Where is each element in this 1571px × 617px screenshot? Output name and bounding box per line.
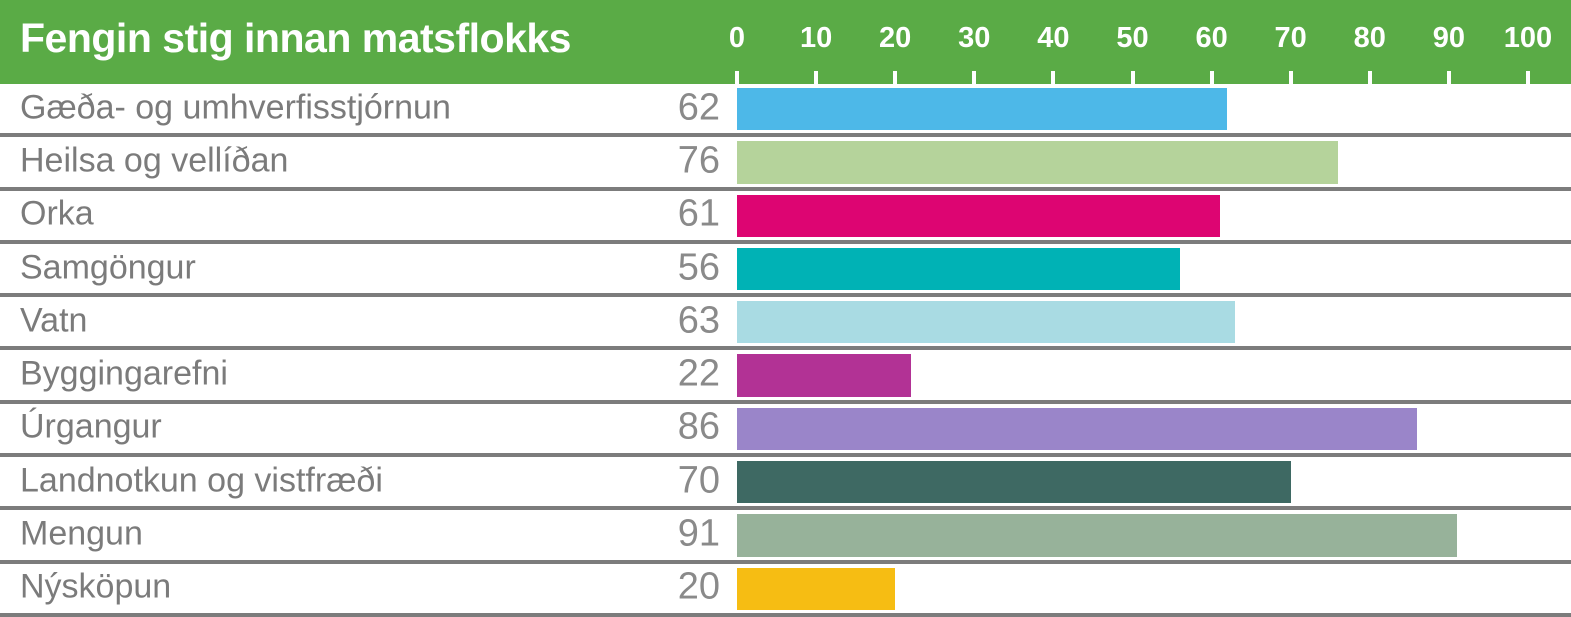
category-row: Landnotkun og vistfræði 70 xyxy=(0,457,1571,511)
category-bar xyxy=(737,407,1418,451)
axis-tick-mark xyxy=(1130,71,1135,84)
axis-tick-label: 90 xyxy=(1432,22,1466,54)
axis-tick-mark xyxy=(972,71,977,84)
axis-tick-mark xyxy=(814,71,819,84)
axis-tick-label: 80 xyxy=(1353,22,1386,54)
category-row: Orka 61 xyxy=(0,190,1571,244)
category-label: Orka xyxy=(20,194,94,233)
axis-tick-label: 70 xyxy=(1274,22,1307,54)
category-row: Byggingarefni 22 xyxy=(0,350,1571,404)
category-row: Úrgangur 86 xyxy=(0,403,1571,458)
axis-tick-mark xyxy=(1209,71,1214,84)
category-row: Heilsa og vellíðan 76 xyxy=(0,137,1571,191)
axis-tick-mark xyxy=(1288,71,1293,84)
category-label: Samgöngur xyxy=(20,248,196,287)
category-value: 61 xyxy=(677,192,720,235)
category-value: 76 xyxy=(677,139,720,182)
category-label: Úrgangur xyxy=(20,408,162,447)
chart-rows: Gæða- og umhverfisstjórnun 62 Heilsa og … xyxy=(0,84,1571,617)
category-value: 20 xyxy=(677,565,720,608)
category-bar xyxy=(737,301,1236,344)
category-bar xyxy=(737,461,1291,504)
category-label: Vatn xyxy=(20,301,88,340)
category-value: 91 xyxy=(677,512,720,555)
axis-tick-label: 20 xyxy=(879,22,912,54)
axis-tick-mark xyxy=(893,71,898,84)
category-bar xyxy=(737,247,1180,291)
axis-tick-label: 60 xyxy=(1195,22,1228,54)
category-label: Mengun xyxy=(20,514,143,553)
category-bar xyxy=(737,354,912,397)
category-value: 62 xyxy=(677,86,720,129)
axis-tick-mark xyxy=(1446,71,1451,84)
chart-title: Fengin stig innan matsflokks xyxy=(20,15,571,62)
category-label: Heilsa og vellíðan xyxy=(20,141,289,180)
category-bar xyxy=(737,194,1220,237)
category-label: Byggingarefni xyxy=(20,354,228,393)
category-value: 56 xyxy=(677,246,720,289)
category-row: Mengun 91 xyxy=(0,510,1571,564)
category-bar xyxy=(737,567,896,610)
axis-tick-label: 30 xyxy=(958,22,991,54)
category-label: Landnotkun og vistfræði xyxy=(20,461,383,500)
category-row: Vatn 63 xyxy=(0,297,1571,351)
axis-tick-mark xyxy=(1367,71,1372,84)
axis-tick-mark xyxy=(1051,71,1056,84)
category-bar xyxy=(737,88,1228,131)
axis-tick-label: 10 xyxy=(799,22,833,54)
category-value: 86 xyxy=(677,406,720,449)
category-value: 22 xyxy=(677,352,720,395)
category-row: Samgöngur 56 xyxy=(0,243,1571,298)
axis-tick-mark xyxy=(735,71,739,84)
axis-tick-label: 40 xyxy=(1037,22,1070,54)
category-bar xyxy=(737,141,1339,184)
category-value: 63 xyxy=(677,299,720,342)
category-value: 70 xyxy=(677,459,720,502)
chart-header: Fengin stig innan matsflokks 0 10 20 30 40 50… xyxy=(0,0,1571,84)
category-row: Nýsköpun 20 xyxy=(0,563,1571,617)
axis: 0 10 20 30 40 50 60 70 80 90 100 xyxy=(0,0,1571,84)
axis-tick-label: 0 xyxy=(728,22,746,54)
axis-tick-label: 50 xyxy=(1116,22,1149,54)
category-row: Gæða- og umhverfisstjórnun 62 xyxy=(0,84,1571,138)
axis-tick-mark xyxy=(1526,71,1530,84)
axis-tick-label: 100 xyxy=(1503,22,1553,54)
category-bar xyxy=(737,514,1457,557)
category-label: Nýsköpun xyxy=(20,568,172,607)
category-label: Gæða- og umhverfisstjórnun xyxy=(20,88,451,127)
